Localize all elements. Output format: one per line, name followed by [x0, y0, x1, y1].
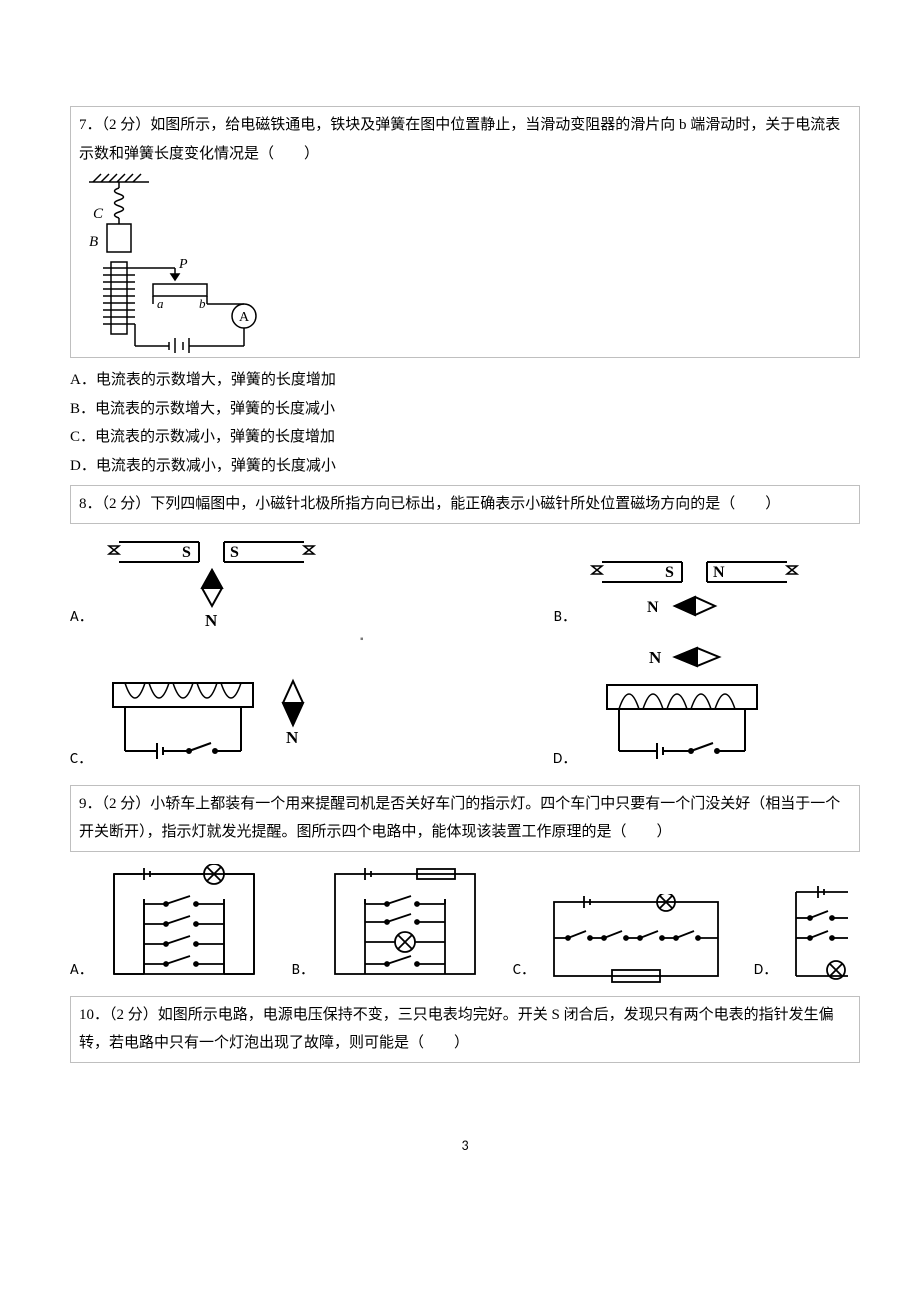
q9-box: 9．（2 分）小轿车上都装有一个用来提醒司机是否关好车门的指示灯。四个车门中只要… [70, 785, 860, 852]
q8C-N: N [286, 728, 299, 747]
q8-diagram-C: N [103, 663, 343, 773]
q9-opt-C: C． [513, 894, 726, 984]
q8-opt-B-label: B． [554, 604, 577, 631]
q9-row: A． [70, 864, 860, 984]
q7-diagram: C B P a b A [79, 168, 279, 353]
q9-diagram-C [546, 894, 726, 984]
q7-label-b: b [199, 296, 206, 311]
q8-diagram-A: S S N [104, 536, 334, 631]
q8B-Nbox: N [713, 564, 725, 581]
q8-box: 8．（2 分）下列四幅图中，小磁针北极所指方向已标出，能正确表示小磁针所处位置磁… [70, 485, 860, 524]
q7-choice-C: C．电流表的示数减小，弹簧的长度增加 [70, 425, 860, 451]
q8-opt-D-label: D． [553, 746, 577, 773]
q7-label-P: P [178, 257, 188, 272]
q8-stem: 8．（2 分）下列四幅图中，小磁针北极所指方向已标出，能正确表示小磁针所处位置磁… [79, 496, 780, 512]
q7-stem: 7．（2 分）如图所示，给电磁铁通电，铁块及弹簧在图中位置静止，当滑动变阻器的滑… [79, 111, 851, 168]
q9-diagram-B [325, 864, 485, 984]
q9-opt-A-label: A． [70, 957, 94, 984]
q7-label-B: B [89, 234, 98, 250]
q7-choice-A: A．电流表的示数增大，弹簧的长度增加 [70, 368, 860, 394]
q8A-S2: S [230, 544, 239, 561]
q10-stem: 10．（2 分）如图所示电路，电源电压保持不变，三只电表均完好。开关 S 闭合后… [79, 1007, 834, 1052]
q8-opt-C: C． N [70, 663, 343, 773]
q9-stem: 9．（2 分）小轿车上都装有一个用来提醒司机是否关好车门的指示灯。四个车门中只要… [79, 796, 840, 841]
q8-row1: A． S S N B． [70, 536, 860, 631]
q8-diagram-B: S N N [587, 556, 817, 631]
q8B-S: S [665, 564, 674, 581]
q8-row2: C． N [70, 643, 860, 773]
q9-opt-D: D． [754, 884, 848, 984]
q10-box: 10．（2 分）如图所示电路，电源电压保持不变，三只电表均完好。开关 S 闭合后… [70, 996, 860, 1063]
q9-opt-B-label: B． [292, 957, 315, 984]
q7-box: 7．（2 分）如图所示，给电磁铁通电，铁块及弹簧在图中位置静止，当滑动变阻器的滑… [70, 106, 860, 358]
q8A-N: N [205, 611, 218, 630]
q7-choice-B: B．电流表的示数增大，弹簧的长度减小 [70, 397, 860, 423]
page-number: 3 [70, 1133, 860, 1158]
q7-label-ammeter: A [239, 310, 250, 325]
q8-diagram-D: N [587, 643, 787, 773]
q7-choices: A．电流表的示数增大，弹簧的长度增加 B．电流表的示数增大，弹簧的长度减小 C．… [70, 368, 860, 479]
q9-diagram-A [104, 864, 264, 984]
q7-label-C: C [93, 206, 104, 222]
q8-opt-C-label: C． [70, 746, 93, 773]
center-dot: ▪ [360, 631, 364, 649]
q8B-N: N [647, 599, 659, 616]
q9-opt-A: A． [70, 864, 264, 984]
q8A-S1: S [182, 544, 191, 561]
q9-opt-D-label: D． [754, 957, 778, 984]
q8D-N: N [649, 648, 662, 667]
q7-choice-D: D．电流表的示数减小，弹簧的长度减小 [70, 454, 860, 480]
q9-opt-C-label: C． [513, 957, 536, 984]
q8-opt-A-label: A． [70, 604, 94, 631]
q8-opt-D: D． N [553, 643, 787, 773]
q8-opt-B: B． S N N [554, 556, 817, 631]
q9-diagram-D [788, 884, 848, 984]
q8-opt-A: A． S S N [70, 536, 334, 631]
q7-label-a: a [157, 296, 164, 311]
q9-opt-B: B． [292, 864, 485, 984]
